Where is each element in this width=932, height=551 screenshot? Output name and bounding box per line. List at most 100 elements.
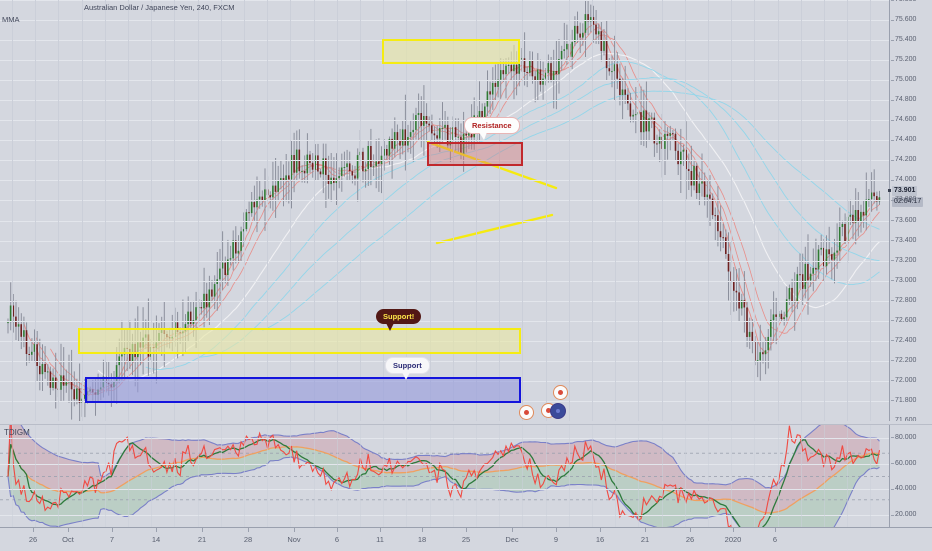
lower-indicator-label: TDIGM bbox=[4, 428, 30, 437]
resistance-callout[interactable]: Resistance bbox=[464, 117, 520, 140]
time-axis-tickmark bbox=[337, 528, 338, 532]
price-axis-tick: 74.000 bbox=[890, 176, 917, 184]
time-axis[interactable]: 26 Oct 7 14 21 28 Nov 6 11 18 25 Dec 9 16 21 26 2020 6 bbox=[0, 527, 932, 551]
gridline bbox=[754, 0, 755, 421]
sticker-marker-1[interactable] bbox=[519, 405, 534, 420]
tdi-axis-tick: 20.000 bbox=[890, 511, 917, 519]
gridline bbox=[0, 360, 890, 362]
gridline bbox=[198, 0, 199, 421]
gridline bbox=[128, 425, 129, 528]
gridline bbox=[685, 425, 686, 528]
gridline bbox=[105, 0, 106, 421]
time-axis-tick: 26 bbox=[28, 535, 38, 544]
time-axis-tickmark bbox=[466, 528, 467, 532]
tdi-axis[interactable]: 80.000 60.000 40.000 20.000 bbox=[889, 425, 932, 528]
gridline bbox=[453, 425, 454, 528]
gridline bbox=[430, 0, 431, 421]
gridline bbox=[0, 80, 890, 82]
gridline bbox=[662, 425, 663, 528]
price-axis-tick: 75.400 bbox=[890, 36, 917, 44]
gridline bbox=[360, 425, 361, 528]
tdi-plot-area[interactable] bbox=[0, 425, 890, 528]
lower-yellow-support-zone[interactable] bbox=[78, 328, 521, 354]
gridline bbox=[0, 140, 890, 142]
price-marker-dot bbox=[888, 189, 891, 193]
price-axis-tick: 72.600 bbox=[890, 316, 917, 324]
price-axis-tick: 74.800 bbox=[890, 96, 917, 104]
price-axis-tick: 75.200 bbox=[890, 56, 917, 64]
gridline bbox=[731, 0, 732, 421]
gridline bbox=[35, 425, 36, 528]
gridline bbox=[0, 120, 890, 122]
upper-yellow-supply-zone[interactable] bbox=[382, 39, 520, 64]
tdi-axis-tick: 60.000 bbox=[890, 459, 917, 467]
gridline bbox=[82, 0, 83, 421]
support-strong-callout-label: Support! bbox=[383, 312, 415, 321]
price-axis-tick: 73.200 bbox=[890, 256, 917, 264]
gridline bbox=[778, 425, 779, 528]
gridline bbox=[662, 0, 663, 421]
gridline bbox=[499, 425, 500, 528]
sticker-core bbox=[545, 407, 552, 414]
gridline bbox=[847, 425, 848, 528]
time-axis-tickmark bbox=[775, 528, 776, 532]
gridline bbox=[546, 0, 547, 421]
gridline bbox=[847, 0, 848, 421]
current-price-badge: 73.901 bbox=[888, 186, 918, 197]
gridline bbox=[0, 240, 890, 242]
gridline bbox=[824, 425, 825, 528]
price-axis[interactable]: 73.901 02:04:17 75.800 75.600 75.400 75.200… bbox=[888, 0, 932, 421]
gridline bbox=[476, 0, 477, 421]
time-axis-tick: 2020 bbox=[724, 535, 742, 544]
gridline bbox=[58, 425, 59, 528]
gridline bbox=[476, 425, 477, 528]
gridline bbox=[383, 425, 384, 528]
gridline bbox=[430, 425, 431, 528]
gridline bbox=[0, 320, 890, 322]
gridline bbox=[870, 425, 871, 528]
gridline bbox=[638, 0, 639, 421]
gridline bbox=[0, 515, 890, 517]
price-chart-pane[interactable]: Resistance Support! Support 73.901 02:04… bbox=[0, 0, 932, 421]
gridline bbox=[778, 0, 779, 421]
time-axis-tick: 21 bbox=[197, 535, 207, 544]
gridline bbox=[58, 0, 59, 421]
callout-tail bbox=[479, 132, 487, 140]
time-axis-tick: 6 bbox=[334, 535, 340, 544]
gridline bbox=[546, 425, 547, 528]
time-axis-tick: 21 bbox=[640, 535, 650, 544]
time-axis-tickmark bbox=[156, 528, 157, 532]
gridline bbox=[244, 0, 245, 421]
blue-demand-zone[interactable] bbox=[85, 377, 521, 403]
price-axis-tick: 73.600 bbox=[890, 216, 917, 224]
support-callout[interactable]: Support bbox=[385, 357, 430, 380]
sticker-marker-3[interactable] bbox=[553, 385, 568, 400]
chart-title: Australian Dollar / Japanese Yen, 240, F… bbox=[84, 3, 235, 12]
red-resistance-zone[interactable] bbox=[427, 142, 523, 166]
sticker-marker-4[interactable] bbox=[550, 403, 566, 419]
time-axis-tickmark bbox=[380, 528, 381, 532]
gridline bbox=[290, 425, 291, 528]
sticker-core bbox=[557, 389, 564, 396]
time-axis-tickmark bbox=[600, 528, 601, 532]
gridline bbox=[731, 425, 732, 528]
gridline bbox=[406, 0, 407, 421]
time-axis-tickmark bbox=[68, 528, 69, 532]
time-axis-tickmark bbox=[248, 528, 249, 532]
gridline bbox=[174, 0, 175, 421]
gridline bbox=[638, 425, 639, 528]
tdi-indicator-pane[interactable]: 80.000 60.000 40.000 20.000 TDIGM bbox=[0, 424, 932, 528]
overlay-indicator-label: MMA bbox=[2, 15, 20, 24]
gridline bbox=[592, 0, 593, 421]
gridline bbox=[569, 0, 570, 421]
support-strong-callout[interactable]: Support! bbox=[376, 309, 422, 331]
gridline bbox=[221, 0, 222, 421]
gridline bbox=[0, 437, 890, 439]
time-axis-tick: Nov bbox=[287, 535, 301, 544]
time-axis-tick: 11 bbox=[376, 535, 384, 544]
gridline bbox=[0, 260, 890, 262]
time-axis-tick: 9 bbox=[553, 535, 559, 544]
price-axis-tick: 75.000 bbox=[890, 76, 917, 84]
price-plot-area[interactable]: Resistance Support! Support bbox=[0, 0, 890, 421]
